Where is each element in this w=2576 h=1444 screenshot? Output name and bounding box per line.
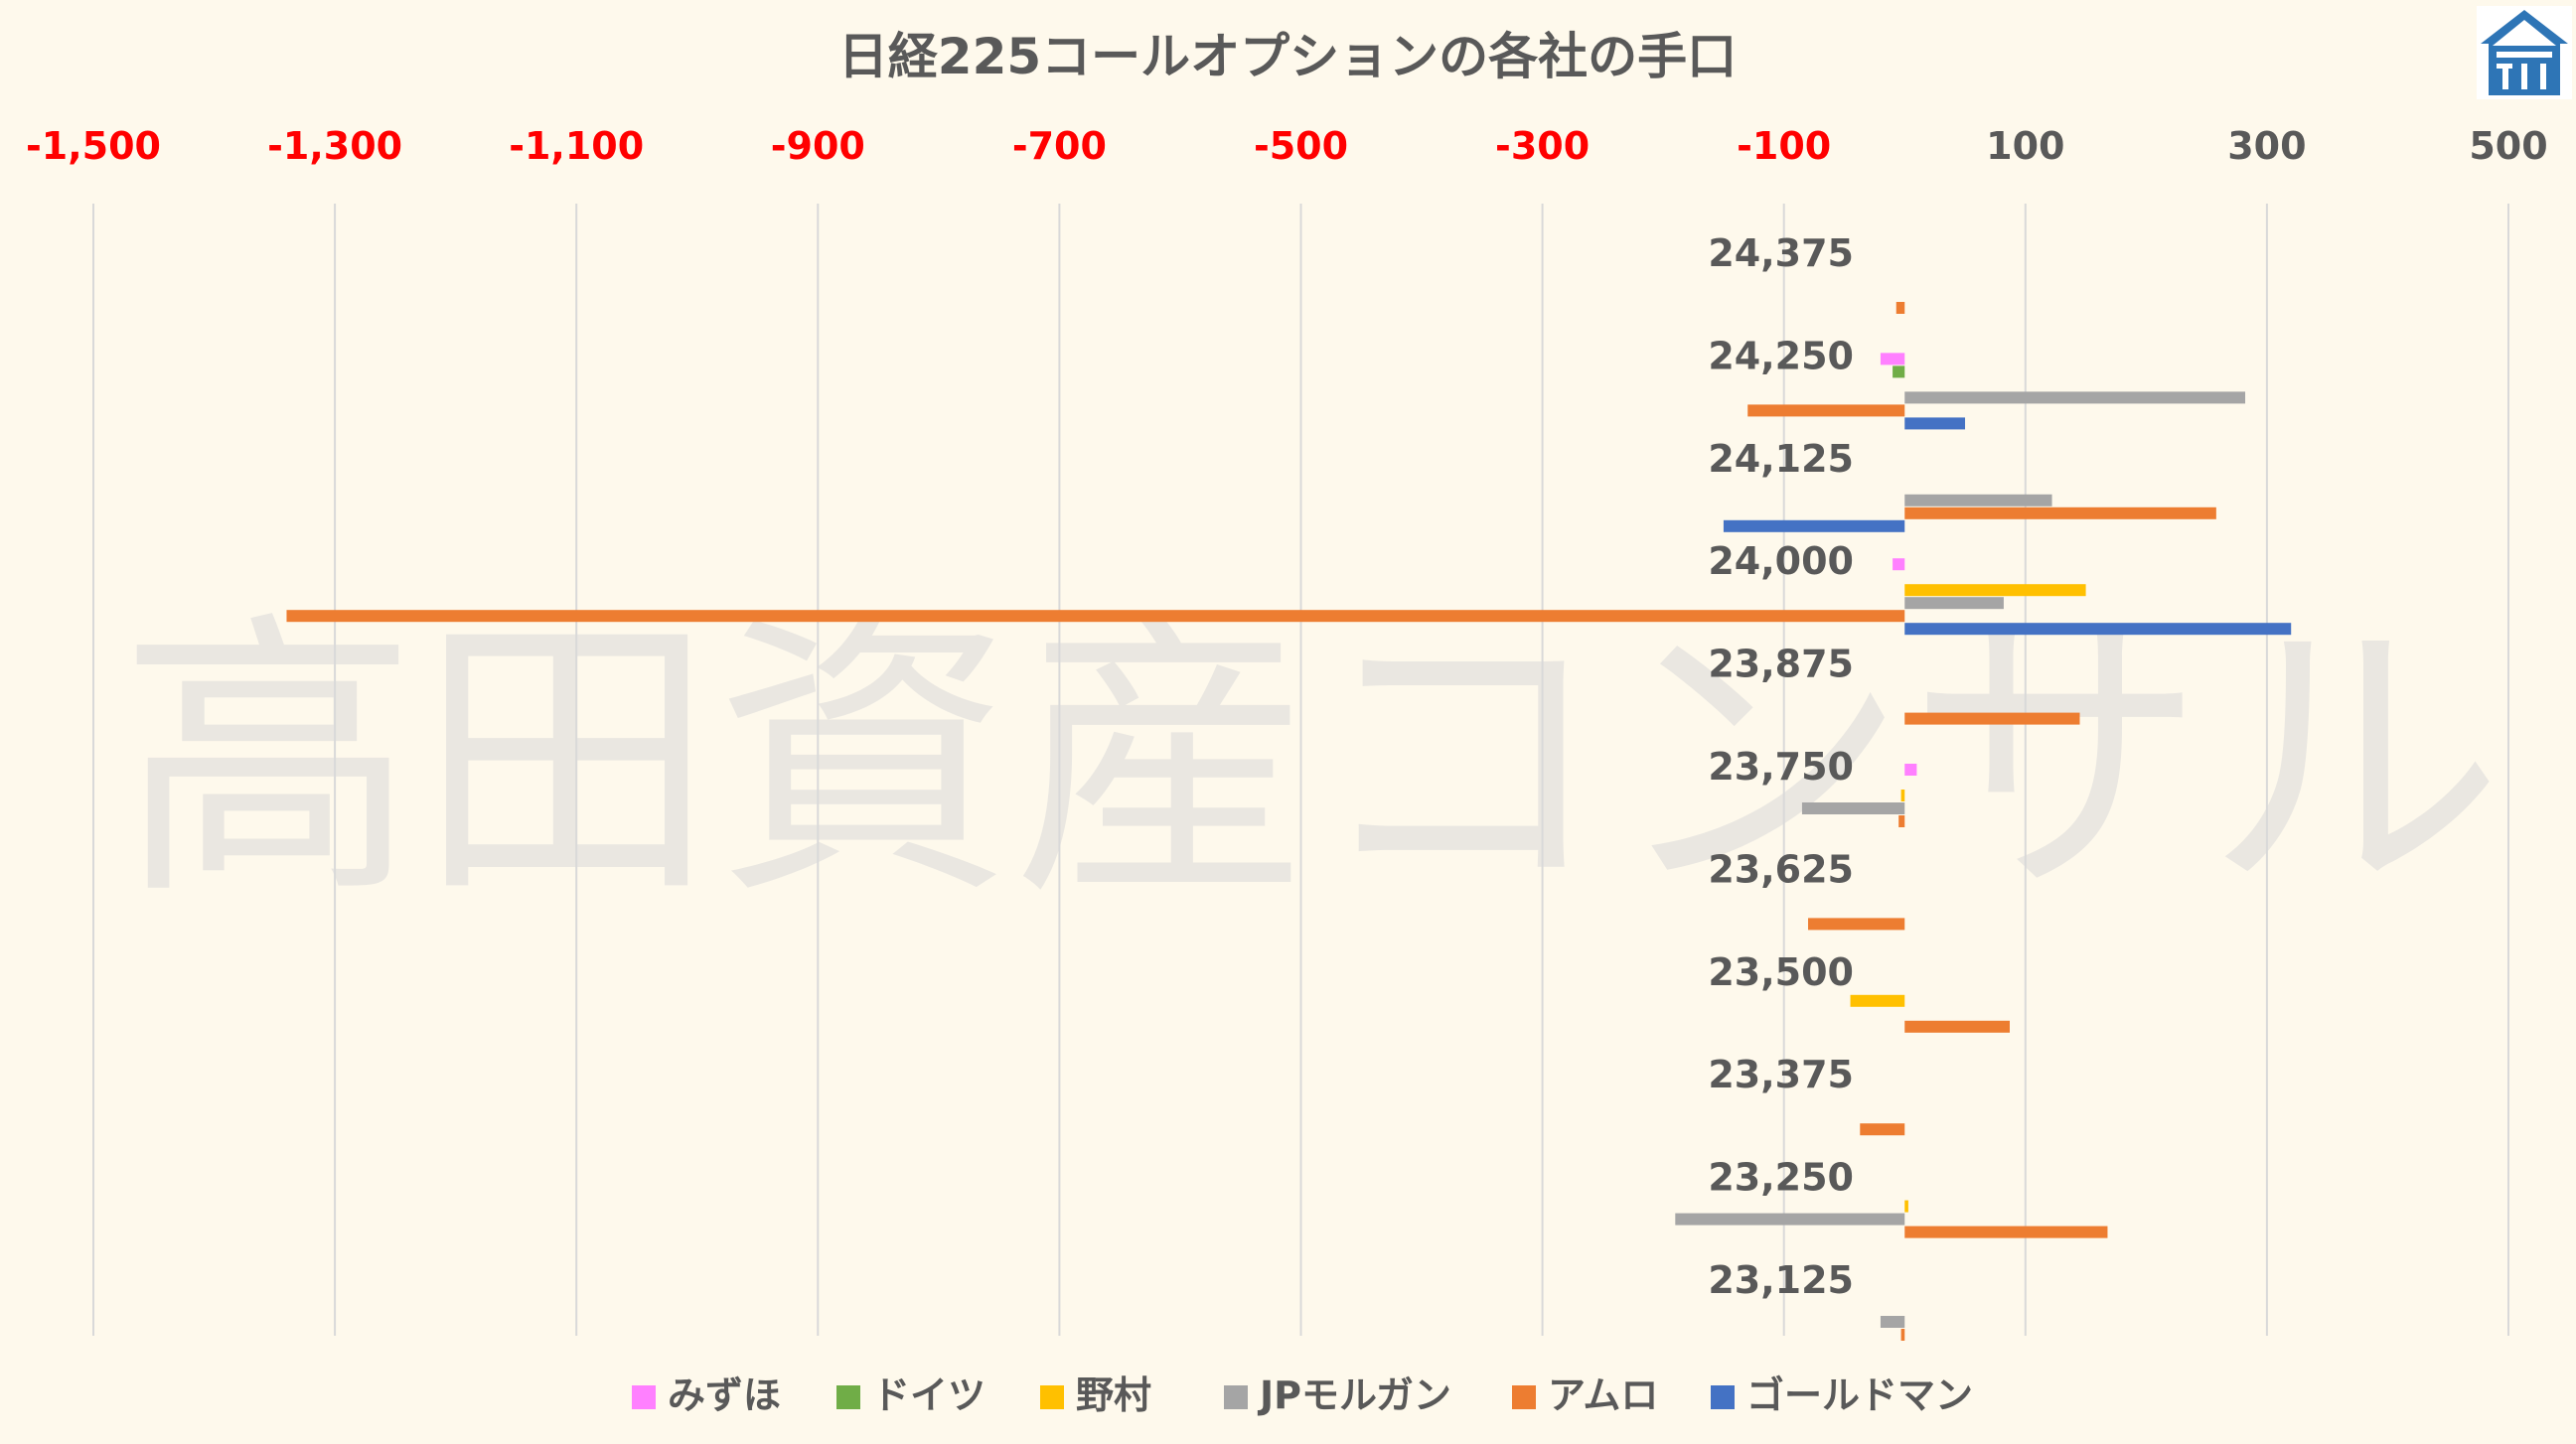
- x-tick-label: -300: [1495, 124, 1590, 168]
- x-tick-label: 300: [2227, 124, 2306, 168]
- bar: [1904, 584, 2086, 597]
- x-tick-label: -1,100: [509, 124, 644, 168]
- bar: [1904, 1020, 2010, 1033]
- legend-item: ゴールドマン: [1711, 1373, 1973, 1417]
- x-axis-ticks: -1,500 -1,300 -1,100 -900 -700 -500 -300 -100 10…: [26, 124, 2548, 168]
- legend-swatch: [1512, 1385, 1536, 1409]
- x-tick-label: -100: [1737, 124, 1831, 168]
- legend-item: JPモルガン: [1224, 1373, 1451, 1417]
- x-tick-label: 100: [1986, 124, 2064, 168]
- legend-swatch: [836, 1385, 860, 1409]
- gridlines: [92, 204, 2509, 1336]
- legend-label: ゴールドマン: [1746, 1373, 1973, 1417]
- bars: [286, 302, 2292, 1341]
- bar: [1904, 1226, 2108, 1238]
- chart-title: 日経225コールオプションの各社の手口: [838, 28, 1737, 85]
- x-tick-label: -1,300: [267, 124, 402, 168]
- bar: [1904, 494, 2052, 506]
- bar: [1860, 1123, 1905, 1136]
- bar: [1747, 404, 1905, 417]
- bar: [1904, 417, 1966, 430]
- legend-item: ドイツ: [836, 1373, 985, 1417]
- legend-swatch: [1711, 1385, 1735, 1409]
- category-label: 23,875: [1708, 643, 1854, 686]
- bar: [1723, 519, 1905, 532]
- category-label: 23,125: [1708, 1258, 1854, 1302]
- category-label: 24,375: [1708, 231, 1854, 275]
- bar: [1904, 764, 1917, 776]
- legend-label: ドイツ: [872, 1373, 985, 1417]
- watermark: 高田資産コンサル: [119, 588, 2503, 935]
- legend-swatch: [632, 1385, 656, 1409]
- bar: [1900, 1329, 1905, 1341]
- x-tick-label: -900: [771, 124, 865, 168]
- bar: [1895, 302, 1905, 314]
- bar: [1880, 353, 1905, 365]
- x-tick-label: -500: [1254, 124, 1348, 168]
- legend-label: JPモルガン: [1257, 1373, 1451, 1417]
- bar: [1904, 597, 2004, 610]
- legend-label: アムロ: [1548, 1373, 1658, 1417]
- bar: [1801, 802, 1905, 814]
- bar: [1904, 506, 2216, 519]
- legend-swatch: [1224, 1385, 1248, 1409]
- bar: [1904, 1200, 1908, 1213]
- bar: [1904, 391, 2246, 404]
- bar: [1900, 790, 1905, 801]
- category-label: 23,375: [1708, 1053, 1854, 1096]
- category-label: 23,500: [1708, 950, 1854, 994]
- legend-label: みずほ: [668, 1373, 781, 1417]
- bar: [286, 610, 1905, 623]
- category-label: 23,250: [1708, 1156, 1854, 1200]
- bar: [1808, 918, 1905, 931]
- category-labels: 24,375 24,250 24,125 24,000 23,875 23,750 23,6…: [1708, 231, 1854, 1302]
- legend-item: みずほ: [632, 1373, 781, 1417]
- bar: [1880, 1316, 1905, 1328]
- category-label: 24,125: [1708, 437, 1854, 481]
- bar: [1898, 815, 1905, 827]
- legend-label: 野村: [1076, 1373, 1151, 1417]
- bar: [1675, 1213, 1905, 1226]
- category-label: 23,625: [1708, 847, 1854, 891]
- category-label: 24,000: [1708, 539, 1854, 583]
- legend-item: アムロ: [1512, 1373, 1658, 1417]
- legend-swatch: [1040, 1385, 1064, 1409]
- bar: [1904, 623, 2292, 636]
- x-tick-label: 500: [2469, 124, 2547, 168]
- legend: みずほ ドイツ 野村 JPモルガン アムロ ゴールドマン: [632, 1373, 1973, 1417]
- bar: [1893, 365, 1905, 378]
- x-tick-label: -700: [1012, 124, 1107, 168]
- house-logo-icon: [2477, 6, 2572, 99]
- bar: [1850, 994, 1905, 1007]
- legend-item: 野村: [1040, 1373, 1151, 1417]
- bar: [1904, 712, 2080, 725]
- x-tick-label: -1,500: [26, 124, 161, 168]
- category-label: 23,750: [1708, 745, 1854, 789]
- category-label: 24,250: [1708, 334, 1854, 377]
- bar: [1893, 558, 1905, 571]
